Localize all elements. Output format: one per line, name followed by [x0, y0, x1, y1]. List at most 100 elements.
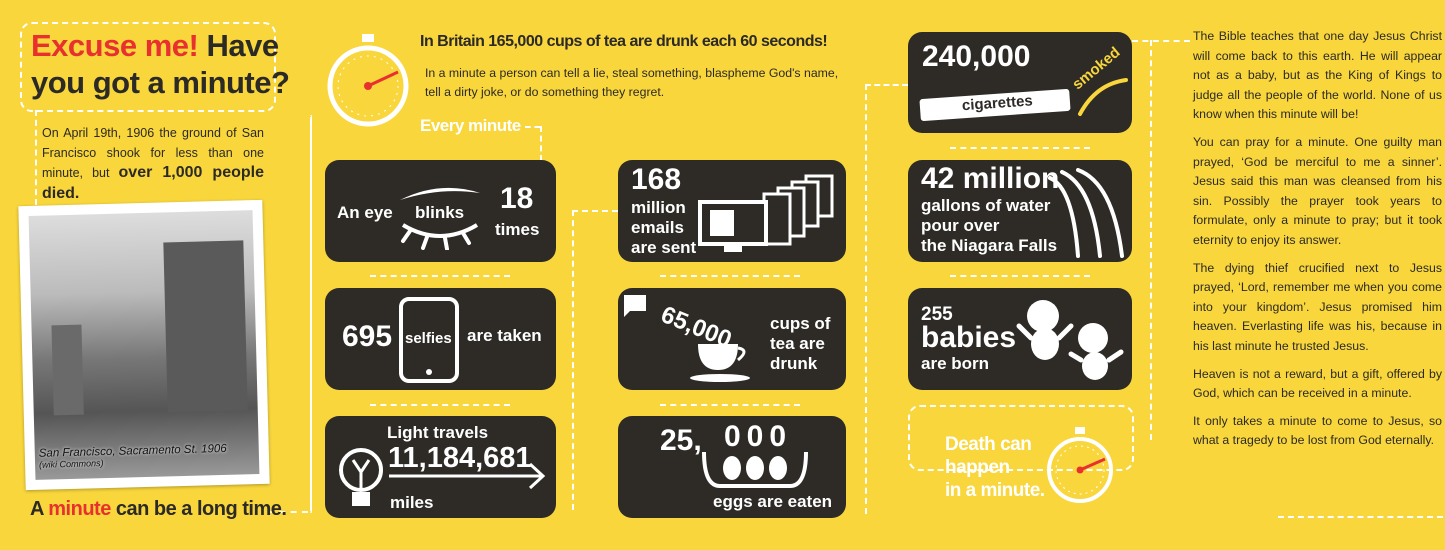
paragraph: It only takes a minute to come to Jesus,… — [1193, 413, 1442, 448]
stat-number: 255 — [921, 304, 953, 325]
connector — [35, 110, 37, 205]
stat-text: Light travels — [387, 423, 489, 442]
computer-screens-icon — [698, 174, 834, 252]
stat-water: 42 million gallons of water pour over th… — [908, 160, 1132, 262]
connector — [660, 275, 800, 277]
lightbulb-icon — [339, 448, 383, 506]
cigarette-label: cigarettes — [961, 92, 1034, 115]
stat-line: tea are — [770, 334, 825, 353]
stat-eggs: 25, 000 eggs are eaten — [618, 416, 846, 518]
paragraph: The dying thief crucified next to Jesus … — [1193, 260, 1442, 353]
death-line: in a minute. — [945, 480, 1045, 501]
intro-body: On April 19th, 1906 the ground of San Fr… — [42, 126, 264, 181]
stat-cigarettes: 240,000 cigarettes smoked — [908, 32, 1132, 133]
stat-line: the Niagara Falls — [921, 236, 1058, 255]
stopwatch-icon — [327, 34, 409, 127]
stat-light: Light travels 11,184,681 miles — [325, 416, 556, 518]
stat-tea: 65,000 cups of tea are drunk — [618, 288, 846, 390]
connector — [572, 210, 618, 212]
intro-text: On April 19th, 1906 the ground of San Fr… — [42, 124, 264, 204]
title-red: Excuse me! — [31, 28, 199, 63]
connector — [865, 84, 867, 514]
subtext-line: In a minute a person can tell a lie, ste… — [425, 66, 839, 80]
connector — [1278, 516, 1443, 518]
stopwatch-icon — [1047, 427, 1113, 503]
connector — [572, 210, 574, 510]
stat-text: million emails are sent — [631, 198, 696, 258]
death-line: happen — [945, 457, 1010, 478]
connector — [950, 147, 1090, 149]
paragraph: You can pray for a minute. One guilty ma… — [1193, 134, 1442, 247]
connector — [865, 84, 908, 86]
stat-line: million — [631, 198, 686, 217]
title-part: Have — [206, 28, 279, 63]
stat-selfies: 695 selfies are taken — [325, 288, 556, 390]
stat-number: 42 million — [921, 162, 1060, 195]
paragraph: The Bible teaches that one day Jesus Chr… — [1193, 29, 1442, 122]
tagline: A minute can be a long time. — [30, 498, 287, 521]
tagline-part: A — [30, 498, 44, 520]
stat-text: selfies — [405, 330, 452, 347]
stat-number: 11,184,681 — [388, 442, 532, 474]
title-box — [20, 22, 276, 112]
subtext: In a minute a person can tell a lie, ste… — [425, 64, 838, 102]
stat-babies: 255 babies are born — [908, 288, 1132, 390]
page-title: Excuse me! Have you got a minute? — [31, 27, 290, 101]
stat-number: 25, — [660, 424, 702, 457]
subtext-line: tell a dirty joke, or do something they … — [425, 85, 665, 99]
stat-line: are sent — [631, 238, 697, 257]
egg-carton-icon — [702, 451, 808, 488]
stat-text: cups of tea are drunk — [770, 314, 830, 374]
stat-text: An eye — [337, 203, 393, 222]
speech-bubble-icon — [624, 295, 646, 317]
phone-icon — [399, 297, 459, 383]
right-column-text: The Bible teaches that one day Jesus Chr… — [1193, 27, 1442, 451]
intro-lead: but — [92, 166, 110, 181]
stat-number: 18 — [500, 182, 534, 215]
connector — [370, 275, 510, 277]
arrow-icon — [389, 462, 546, 490]
stat-number: 168 — [631, 163, 682, 196]
stat-line: pour over — [921, 216, 1000, 235]
babies-icon — [1016, 300, 1124, 380]
stat-line: drunk — [770, 354, 818, 373]
connector — [370, 404, 510, 406]
stat-text: gallons of water pour over the Niagara F… — [921, 196, 1057, 256]
every-minute-label: Every minute — [420, 116, 521, 135]
stat-number: 240,000 — [922, 40, 1031, 73]
building-shape — [51, 324, 84, 416]
title-part: you got a minute? — [31, 65, 290, 100]
photo-frame: San Francisco, Sacramento St. 1906 (wiki… — [18, 199, 270, 491]
connector — [950, 275, 1090, 277]
waterfall-icon — [1048, 168, 1124, 258]
tagline-red: minute — [48, 498, 111, 520]
stat-emails: 168 million emails are sent — [618, 160, 846, 262]
connector — [1132, 40, 1190, 42]
smoke-icon — [1078, 78, 1128, 116]
stat-text: babies — [921, 321, 1017, 354]
building-shape — [163, 240, 248, 413]
stat-text: times — [495, 220, 540, 239]
death-text: Death can happen in a minute. — [945, 433, 1045, 502]
intro-bold: over 1,000 people died. — [42, 164, 264, 202]
paragraph: Heaven is not a reward, but a gift, offe… — [1193, 366, 1442, 401]
connector — [1150, 40, 1152, 440]
connector — [660, 404, 800, 406]
stat-text: eggs are eaten — [713, 492, 833, 511]
connector — [525, 126, 540, 128]
connector — [268, 511, 308, 513]
earthquake-photo: San Francisco, Sacramento St. 1906 (wiki… — [28, 210, 260, 480]
death-line: Death can — [945, 434, 1032, 455]
stat-text: are born — [921, 354, 990, 373]
tagline-part: can be a long time. — [115, 498, 287, 520]
headline: In Britain 165,000 cups of tea are drunk… — [420, 33, 828, 50]
eye-icon — [400, 187, 480, 250]
connector — [540, 126, 542, 161]
stat-text: blinks — [415, 203, 465, 222]
stat-line: emails — [631, 218, 684, 237]
connector — [310, 115, 312, 513]
teacup-icon — [690, 344, 750, 382]
stat-text: miles — [390, 493, 434, 512]
cigarette-icon: cigarettes — [919, 88, 1071, 122]
